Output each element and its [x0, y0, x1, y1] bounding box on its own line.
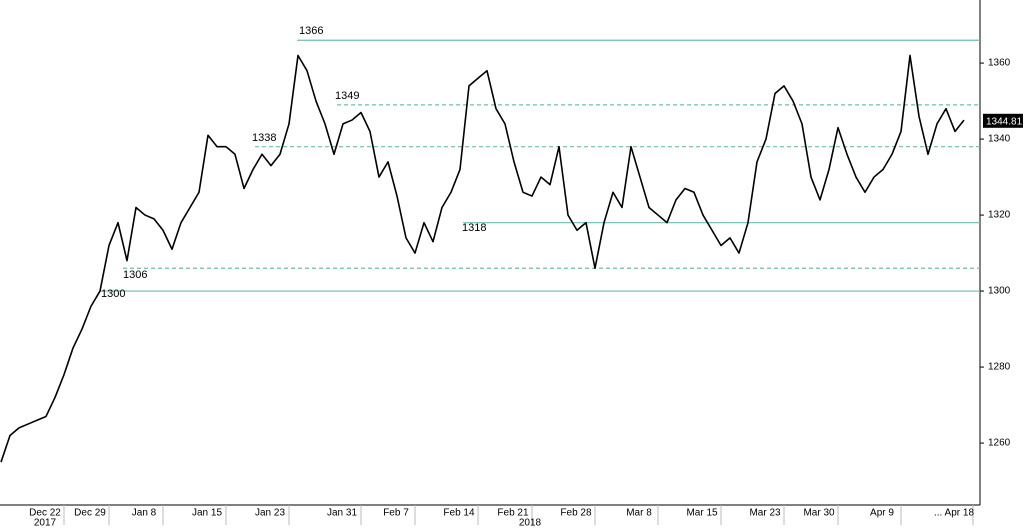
x-tick-label: ... Apr 18	[934, 508, 974, 519]
year-label: 2018	[519, 518, 542, 528]
y-tick-label: 1280	[988, 362, 1011, 373]
x-tick-label: Dec 22	[29, 508, 61, 519]
level-label: 1306	[123, 269, 147, 281]
x-tick-label: Mar 23	[749, 508, 781, 519]
y-tick-label: 1260	[988, 438, 1011, 449]
price-line	[0, 54, 965, 463]
x-tick-label: Jan 15	[192, 508, 222, 519]
level-label: 1338	[252, 132, 276, 144]
x-tick-label: Mar 30	[803, 508, 835, 519]
x-tick-label: Feb 14	[443, 508, 475, 519]
y-tick-label: 1300	[988, 286, 1011, 297]
level-label: 1300	[101, 288, 125, 300]
y-tick-label: 1320	[988, 210, 1011, 221]
x-tick-label: Feb 7	[383, 508, 409, 519]
x-tick-label: Mar 15	[686, 508, 718, 519]
level-label: 1366	[299, 25, 323, 37]
x-tick-label: Jan 8	[132, 508, 157, 519]
x-tick-label: Jan 31	[327, 508, 357, 519]
x-tick-label: Dec 29	[74, 508, 106, 519]
year-label: 2017	[34, 518, 57, 528]
last-value-box	[983, 113, 1023, 128]
x-tick-label: Apr 9	[870, 508, 894, 519]
x-tick-label: Jan 23	[255, 508, 285, 519]
level-label: 1318	[462, 222, 486, 234]
level-label: 1349	[335, 90, 359, 102]
x-tick-label: Feb 21	[497, 508, 529, 519]
last-value-label: 1344.81	[986, 116, 1023, 127]
x-tick-label: Feb 28	[560, 508, 592, 519]
x-tick-label: Mar 8	[626, 508, 652, 519]
y-tick-label: 1360	[988, 58, 1011, 69]
y-tick-label: 1340	[988, 134, 1011, 145]
